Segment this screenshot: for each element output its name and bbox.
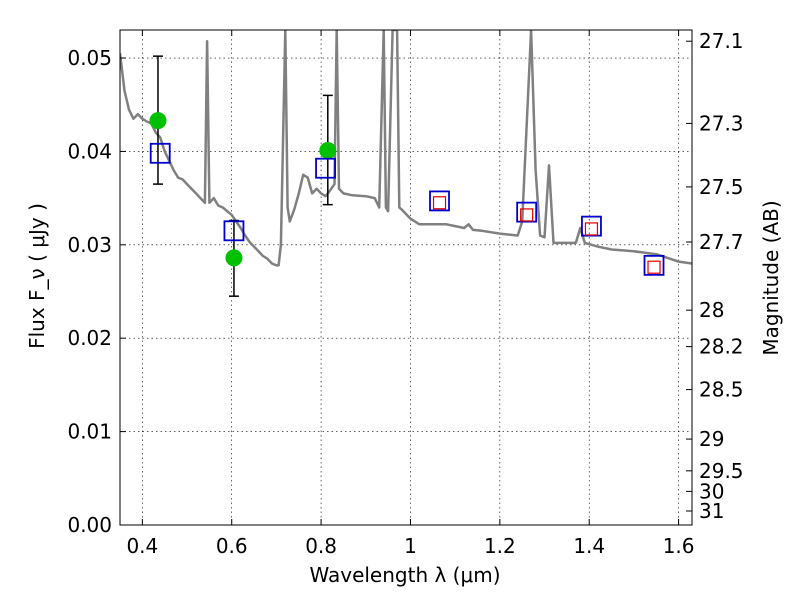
right-tick-label: 31 [699,499,724,523]
y-tick-label: 0.03 [67,233,112,257]
green-circle-point [149,112,167,130]
x-ticks: 0.4 0.6 0.8 1 1.2 1.4 1.6 [126,30,695,558]
grid-lines [120,30,692,526]
red-square-point [647,260,661,274]
right-tick-label: 27.3 [699,111,744,135]
x-tick-label: 1.4 [573,534,605,558]
right-tick-label: 28.2 [699,335,744,359]
y-tick-label: 0.04 [67,139,112,163]
plot-frame [119,29,693,526]
spectrum-polyline [120,30,692,267]
data-points [149,112,665,276]
x-tick-label: 0.6 [216,534,248,558]
right-tick-label: 27.5 [699,175,744,199]
y-tick-label: 0.02 [67,326,112,350]
x-tick-label: 1.6 [663,534,695,558]
spectrum-line [120,30,692,267]
blue-square-point [315,157,336,179]
y-axis-label: Flux F_ν ( μJy ) [25,203,49,349]
x-tick-label: 1.2 [484,534,516,558]
right-tick-label: 29.5 [699,459,744,483]
right-tick-label: 27.7 [699,230,744,254]
right-tick-label: 27.1 [699,29,744,53]
x-tick-label: 0.8 [305,534,337,558]
y-tick-label: 0.01 [67,420,112,444]
right-tick-label: 28 [699,298,724,322]
y-ticks: 0.00 0.01 0.02 0.03 0.04 0.05 [67,46,126,537]
blue-square-point [223,220,245,242]
right-tick-label: 30 [699,479,724,503]
y-axis-right-label: Magnitude (AB) [759,200,783,355]
x-tick-label: 1 [404,534,417,558]
blue-square-point [149,142,171,164]
right-tick-label: 29 [699,427,724,451]
blue-square-point [581,215,602,237]
green-circle-point [225,249,243,267]
red-square-point [520,208,534,222]
green-circle-point [319,141,337,159]
right-tick-label: 28.5 [699,378,744,402]
blue-square-point [643,254,665,276]
y-tick-label: 0.00 [67,513,112,537]
x-tick-label: 0.4 [126,534,158,558]
red-square-point [584,222,599,236]
red-square-point [432,196,447,210]
y-tick-label: 0.05 [67,46,112,70]
x-axis-label: Wavelength λ (μm) [309,563,500,587]
blue-square-point [516,201,538,223]
blue-square-point [429,190,450,212]
